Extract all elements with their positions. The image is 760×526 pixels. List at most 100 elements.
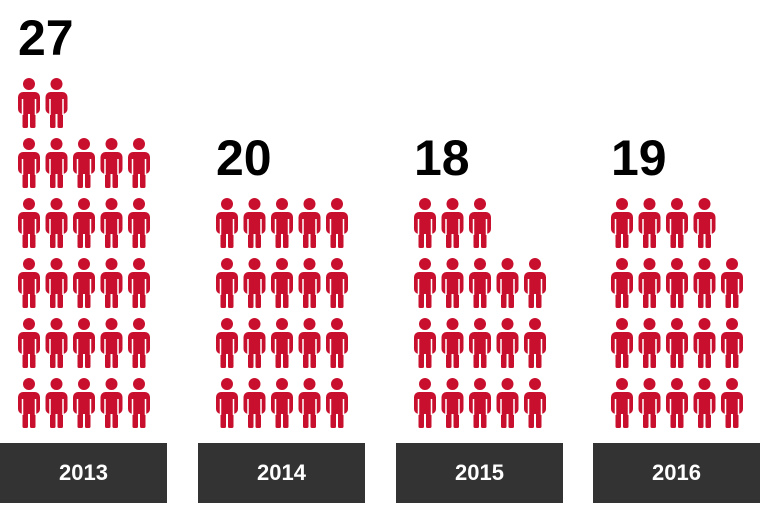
icon-head <box>501 378 514 390</box>
person-icon <box>666 258 688 308</box>
icon-body <box>45 152 68 174</box>
person-icon <box>469 198 491 248</box>
icon-leg <box>57 168 63 188</box>
icon-head <box>248 258 261 270</box>
icon-leg <box>283 408 289 428</box>
icon-leg <box>330 288 336 308</box>
icon-leg <box>508 288 514 308</box>
icon-head <box>419 378 431 390</box>
icon-leg <box>473 348 479 368</box>
icon-leg <box>140 348 146 368</box>
icon-leg <box>255 408 261 428</box>
person-icon <box>298 198 321 248</box>
icon-head <box>529 258 541 270</box>
icon-leg <box>248 228 254 248</box>
icon-head <box>105 258 118 270</box>
icon-body <box>326 392 348 414</box>
icon-head <box>23 318 35 330</box>
person-icon <box>441 258 464 308</box>
person-icon <box>414 318 436 368</box>
icon-leg <box>453 348 459 368</box>
icon-leg <box>248 408 254 428</box>
person-icon <box>73 138 95 188</box>
icon-leg <box>283 288 289 308</box>
icon-head <box>248 378 261 390</box>
icon-leg <box>338 408 344 428</box>
person-icon <box>496 378 519 428</box>
icon-leg <box>77 408 83 428</box>
icon-head <box>726 258 738 270</box>
icon-head <box>643 198 656 210</box>
person-icon <box>18 78 40 128</box>
icon-leg <box>528 288 534 308</box>
icon-leg <box>670 408 676 428</box>
icon-leg <box>643 348 649 368</box>
icon-leg <box>733 408 739 428</box>
person-icon <box>469 318 491 368</box>
icon-leg <box>30 228 36 248</box>
icon-leg <box>623 348 629 368</box>
person-icon <box>441 318 464 368</box>
icon-body <box>271 392 293 414</box>
icon-leg <box>615 348 621 368</box>
icon-body <box>666 332 688 354</box>
category-label: 2014 <box>257 460 307 485</box>
icon-leg <box>446 288 452 308</box>
icon-body <box>441 272 464 294</box>
icon-leg <box>473 288 479 308</box>
category-label: 2016 <box>652 460 701 485</box>
person-icon <box>45 198 68 248</box>
icon-body <box>18 92 40 114</box>
icon-body <box>611 392 633 414</box>
person-icon <box>638 258 661 308</box>
icon-body <box>666 392 688 414</box>
icon-head <box>474 198 486 210</box>
icon-body <box>441 332 464 354</box>
icon-leg <box>77 348 83 368</box>
icon-leg <box>733 288 739 308</box>
person-icon <box>100 258 123 308</box>
icon-head <box>501 318 514 330</box>
icon-body <box>73 332 95 354</box>
category-label-bg <box>593 443 760 503</box>
icon-leg <box>77 288 83 308</box>
icon-body <box>469 272 491 294</box>
icon-head <box>726 378 738 390</box>
icon-body <box>496 392 519 414</box>
icon-head <box>726 318 738 330</box>
person-icon <box>414 198 436 248</box>
icon-body <box>45 392 68 414</box>
icon-body <box>638 212 661 234</box>
icon-head <box>78 318 90 330</box>
icon-leg <box>57 108 63 128</box>
icon-head <box>133 258 145 270</box>
person-icon <box>100 318 123 368</box>
icon-body <box>441 212 464 234</box>
icon-body <box>326 212 348 234</box>
icon-leg <box>528 348 534 368</box>
icon-body <box>243 392 266 414</box>
icon-head <box>419 318 431 330</box>
person-icon <box>721 258 743 308</box>
icon-body <box>216 392 238 414</box>
icon-head <box>221 198 233 210</box>
icon-leg <box>310 408 316 428</box>
icon-body <box>441 392 464 414</box>
icon-body <box>128 272 150 294</box>
icon-leg <box>57 348 63 368</box>
icon-body <box>666 212 688 234</box>
icon-leg <box>508 348 514 368</box>
icon-head <box>105 378 118 390</box>
person-icon <box>524 258 546 308</box>
icon-head <box>474 258 486 270</box>
icon-leg <box>30 408 36 428</box>
person-icon <box>18 318 40 368</box>
icon-body <box>298 392 321 414</box>
icon-body <box>100 152 123 174</box>
icon-leg <box>310 228 316 248</box>
icon-body <box>216 272 238 294</box>
person-icon <box>243 198 266 248</box>
icon-body <box>721 332 743 354</box>
icon-body <box>18 332 40 354</box>
